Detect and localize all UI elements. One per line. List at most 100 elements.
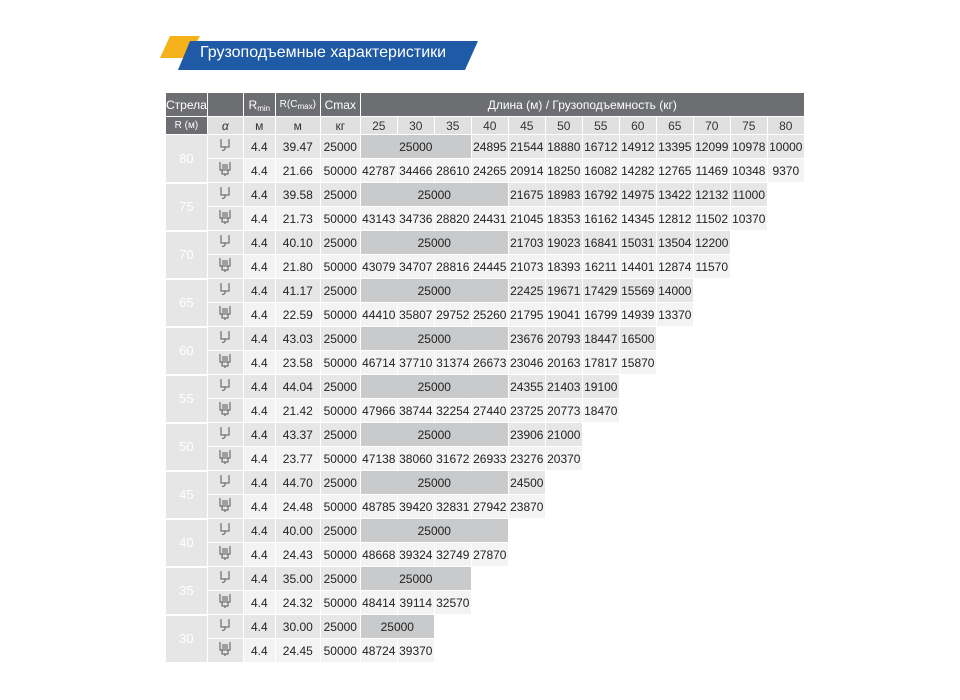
data-row: 40 4.4 40.00 25000 25000	[165, 518, 805, 568]
rmin: 4.4	[242, 374, 276, 399]
length: 70	[692, 116, 731, 135]
hook-icon	[206, 206, 244, 231]
capacity: 31672	[433, 446, 472, 471]
rcmax: 35.00	[274, 566, 321, 591]
empty-cell	[729, 422, 768, 447]
empty-cell	[581, 638, 620, 663]
capacity: 10370	[729, 206, 768, 231]
capacity: 21000	[544, 422, 583, 447]
empty-cell	[581, 590, 620, 615]
merged-capacity: 25000	[359, 278, 509, 303]
empty-cell	[766, 350, 805, 375]
data-row: 70 4.4 40.10 25000 25000 21703 19023 16841 15031…	[165, 230, 805, 280]
capacity: 24500	[507, 470, 546, 495]
capacity: 12812	[655, 206, 694, 231]
capacity: 39324	[396, 542, 435, 567]
empty-cell	[729, 302, 768, 327]
boom: 70	[165, 230, 208, 280]
capacity: 35807	[396, 302, 435, 327]
hook-icon	[206, 590, 244, 615]
cmax: 50000	[319, 494, 361, 519]
empty-cell	[655, 398, 694, 423]
capacity: 19023	[544, 230, 583, 255]
capacity: 24445	[470, 254, 509, 279]
empty-cell	[618, 446, 657, 471]
capacity: 48668	[359, 542, 398, 567]
capacity: 11000	[729, 182, 768, 207]
empty-cell	[544, 566, 583, 591]
empty-cell	[470, 590, 509, 615]
rcmax: 22.59	[274, 302, 321, 327]
empty-cell	[544, 518, 583, 543]
empty-cell	[692, 350, 731, 375]
hook-icon	[206, 278, 244, 303]
cmax: 25000	[319, 422, 361, 447]
empty-cell	[544, 590, 583, 615]
capacity: 20773	[544, 398, 583, 423]
empty-cell	[655, 542, 694, 567]
hook-icon	[206, 254, 244, 279]
hook-icon	[206, 638, 244, 663]
rcmax: 39.47	[274, 134, 321, 159]
empty-cell	[470, 566, 509, 591]
capacity: 19671	[544, 278, 583, 303]
empty-cell	[729, 518, 768, 543]
data-row: 4.4 24.32 50000 48414 39114 32570	[166, 590, 805, 615]
empty-cell	[729, 326, 768, 351]
empty-cell	[655, 518, 694, 543]
data-row: 4.4 23.77 50000 47138 38060 31672 26933 23276 20…	[166, 446, 805, 471]
empty-cell	[618, 638, 657, 663]
boom: 65	[165, 278, 208, 328]
empty-cell	[729, 230, 768, 255]
empty-cell	[618, 542, 657, 567]
empty-cell	[729, 350, 768, 375]
capacity: 48414	[359, 590, 398, 615]
capacity: 17817	[581, 350, 620, 375]
empty-cell	[766, 326, 805, 351]
empty-cell	[655, 638, 694, 663]
empty-cell	[692, 326, 731, 351]
empty-cell	[692, 590, 731, 615]
empty-cell	[655, 374, 694, 399]
capacity: 16082	[581, 158, 620, 183]
capacity: 24895	[470, 134, 509, 159]
empty-cell	[618, 614, 657, 639]
capacity: 22425	[507, 278, 546, 303]
empty-cell	[729, 638, 768, 663]
cmax: 50000	[319, 446, 361, 471]
capacity: 16712	[581, 134, 620, 159]
cmax: 25000	[319, 374, 361, 399]
cmax: 25000	[319, 230, 361, 255]
empty-cell	[766, 206, 805, 231]
capacity: 34707	[396, 254, 435, 279]
title: Грузоподъемные характеристики	[200, 44, 447, 61]
merged-capacity: 25000	[359, 326, 509, 351]
capacity: 12765	[655, 158, 694, 183]
rmin: 4.4	[242, 230, 276, 255]
empty-cell	[766, 398, 805, 423]
empty-cell	[655, 470, 694, 495]
data-row: 45 4.4 44.70 25000 25000 24500	[165, 470, 805, 520]
capacity: 27870	[470, 542, 509, 567]
capacity: 23906	[507, 422, 546, 447]
rcmax: 41.17	[274, 278, 321, 303]
data-row: 65 4.4 41.17 25000 25000 22425 19671 17429 15569…	[165, 278, 805, 328]
capacity: 32254	[433, 398, 472, 423]
empty-cell	[766, 494, 805, 519]
empty-cell	[729, 374, 768, 399]
head-tail: )	[312, 99, 316, 110]
capacity: 19100	[581, 374, 620, 399]
title-banner	[160, 36, 478, 70]
empty-cell	[766, 374, 805, 399]
rmin: 4.4	[242, 422, 276, 447]
head-rcmax: R(Cmax)	[274, 92, 321, 117]
capacity: 12874	[655, 254, 694, 279]
capacity: 21403	[544, 374, 583, 399]
capacity: 32831	[433, 494, 472, 519]
capacity: 28816	[433, 254, 472, 279]
data-row: 55 4.4 44.04 25000 25000 24355 21403 19100	[165, 374, 805, 424]
capacity: 15569	[618, 278, 657, 303]
capacity: 21675	[507, 182, 546, 207]
capacity: 25260	[470, 302, 509, 327]
rcmax: 23.58	[274, 350, 321, 375]
